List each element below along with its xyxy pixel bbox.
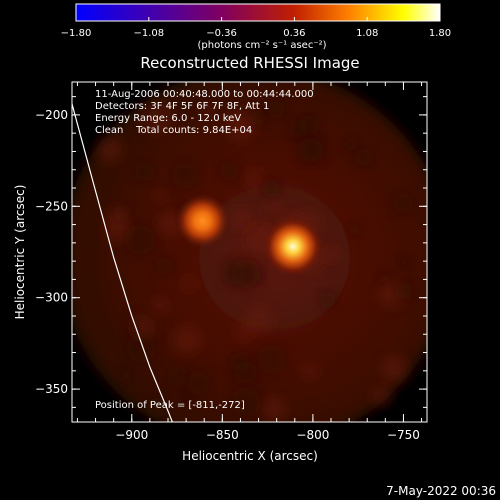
noise-blob (319, 291, 337, 309)
noise-blob (233, 360, 258, 385)
noise-blob (261, 396, 287, 422)
noise-blob (179, 392, 193, 405)
x-tick-label: −900 (115, 428, 148, 442)
colorbar-tick-label: −1.08 (133, 28, 164, 39)
x-tick-label: −850 (206, 428, 239, 442)
y-tick-labels: −200 −250 −300 −350 (35, 108, 68, 396)
noise-blob (219, 161, 240, 182)
noise-blob (395, 281, 415, 301)
x-tick-labels: −900 −850 −800 −750 (115, 428, 420, 442)
image-diffuse-emission (72, 82, 427, 422)
y-tick-label: −200 (35, 108, 68, 122)
noise-blob (354, 147, 373, 167)
y-tick-label: −350 (35, 382, 68, 396)
noise-blob (229, 207, 252, 231)
noise-blob (301, 363, 319, 380)
source-layer (175, 193, 323, 277)
noise-blob (96, 136, 123, 163)
annotation-peak-position: Position of Peak = [-811,-272] (95, 400, 245, 411)
noise-blob (266, 196, 282, 212)
noise-blob (151, 297, 169, 315)
noise-blob (397, 255, 411, 268)
noise-blob (347, 222, 362, 237)
x-tick-label: −750 (387, 428, 420, 442)
colorbar-tick-label: 1.08 (356, 28, 378, 39)
y-axis-label: Heliocentric Y (arcsec) (13, 185, 27, 320)
noise-blob (155, 256, 175, 275)
noise-blob (288, 118, 309, 139)
annotation-clean-counts: Clean Total counts: 9.84E+04 (95, 125, 252, 136)
noise-blob (267, 100, 286, 119)
annotation-time-range: 11-Aug-2006 00:40:48.000 to 00:44:44.000 (95, 89, 314, 100)
noise-blob (230, 258, 261, 289)
colorbar: −1.80 −1.08 −0.36 0.36 1.08 1.80 (photons cm⁻… (61, 3, 451, 51)
noise-blob (261, 179, 281, 198)
noise-blob (231, 386, 262, 417)
plot-frame (71, 81, 428, 423)
noise-blob (172, 325, 202, 355)
colorbar-tick-label: −1.80 (61, 28, 92, 39)
noise-blob (224, 109, 257, 142)
annotation-detectors: Detectors: 3F 4F 5F 6F 7F 8F, Att 1 (95, 101, 269, 112)
noise-blob (166, 365, 188, 387)
noise-blob (171, 161, 199, 189)
source-peak-2 (262, 216, 323, 277)
y-tick-label: −300 (35, 291, 68, 305)
noise-blob (132, 314, 157, 339)
noise-blob (199, 103, 213, 118)
colorbar-tick-label: 0.36 (283, 28, 305, 39)
noise-blob (244, 305, 273, 334)
x-axis-label: Heliocentric X (arcsec) (182, 449, 318, 463)
noise-blob (119, 368, 134, 382)
colorbar-tick-label: 1.80 (429, 28, 451, 39)
noise-blob (244, 169, 265, 190)
noise-blob (380, 355, 408, 383)
colorbar-ticks: −1.80 −1.08 −0.36 0.36 1.08 1.80 (61, 17, 451, 39)
noise-blob (371, 386, 392, 406)
noise-blob (256, 345, 286, 374)
noise-blob (186, 371, 211, 396)
noise-blob (124, 224, 156, 256)
solar-limb-curve (72, 103, 173, 422)
footer-date: 7-May-2022 00:36 (386, 484, 496, 498)
colorbar-unit-label: (photons cm⁻² s⁻¹ asec⁻²) (197, 40, 326, 51)
plot-area (72, 82, 427, 422)
noise-blob (181, 276, 197, 291)
noise-blob (145, 397, 167, 418)
noise-blob (148, 106, 162, 121)
noise-blob (154, 189, 167, 203)
noise-blob (107, 205, 129, 228)
noise-blob (324, 246, 342, 263)
noise-blob (296, 137, 323, 163)
x-tick-label: −800 (296, 428, 329, 442)
annotation-energy-range: Energy Range: 6.0 - 12.0 keV (95, 113, 241, 124)
colorbar-gradient (75, 3, 441, 22)
noise-blob (343, 136, 359, 153)
noise-blob (134, 160, 156, 182)
noise-blob (392, 192, 414, 214)
y-tick-label: −250 (35, 199, 68, 213)
axis-ticks (72, 82, 427, 422)
source-peak-1 (175, 193, 230, 248)
chart-title: Reconstructed RHESSI Image (140, 54, 359, 72)
colorbar-tick-label: −0.36 (206, 28, 237, 39)
